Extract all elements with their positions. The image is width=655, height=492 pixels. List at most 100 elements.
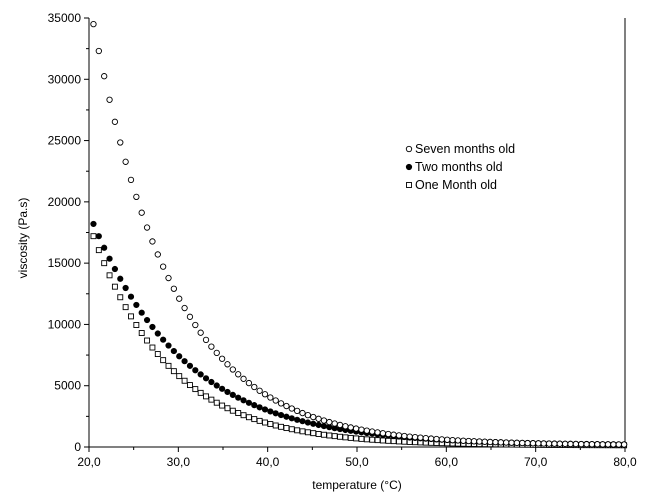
data-point (320, 431, 327, 438)
data-point (347, 434, 354, 441)
data-point (288, 405, 295, 412)
data-point (417, 434, 424, 441)
data-point (283, 425, 290, 432)
data-point (353, 435, 360, 442)
data-point (561, 440, 569, 448)
data-point (337, 433, 343, 440)
data-point (111, 265, 119, 273)
data-point (299, 409, 306, 417)
data-point (385, 437, 392, 444)
data-point (122, 304, 129, 311)
data-point (101, 73, 108, 80)
data-point (90, 233, 97, 240)
data-point (138, 209, 145, 216)
data-point (272, 397, 279, 404)
data-point (127, 293, 135, 300)
y-axis-label: viscosity (Pa.s) (16, 198, 30, 279)
data-point (503, 439, 510, 446)
data-point (369, 436, 376, 443)
legend-label: One Month old (415, 178, 497, 192)
data-point (101, 260, 108, 267)
data-point (513, 439, 521, 447)
data-point (154, 251, 161, 258)
data-point (433, 435, 440, 443)
data-point (567, 440, 574, 448)
data-point (117, 139, 124, 146)
data-point (486, 438, 494, 446)
data-point (395, 432, 403, 439)
data-point (294, 416, 301, 423)
data-point (154, 351, 161, 358)
data-point (240, 412, 247, 419)
series-3 (90, 233, 628, 449)
data-point (304, 411, 312, 419)
data-point (556, 440, 563, 447)
data-point (192, 386, 199, 393)
data-point (374, 429, 381, 436)
legend-marker (405, 145, 413, 153)
data-point (160, 336, 167, 343)
data-point (165, 362, 172, 369)
data-point (251, 402, 258, 409)
data-point (213, 382, 220, 389)
data-point (138, 330, 145, 336)
data-point (310, 413, 317, 421)
data-point (160, 357, 167, 364)
data-point (379, 437, 386, 444)
data-point (197, 329, 204, 336)
data-point (197, 371, 204, 378)
legend-marker (406, 182, 412, 188)
data-point (369, 428, 376, 435)
data-point (438, 436, 446, 443)
data-point (390, 431, 397, 438)
data-point (170, 368, 177, 375)
data-point (267, 421, 274, 428)
data-point (299, 418, 306, 425)
data-point (578, 440, 585, 448)
data-point (192, 321, 199, 329)
data-point (128, 313, 134, 320)
data-point (310, 430, 317, 437)
data-point (111, 283, 118, 290)
data-point (240, 375, 247, 382)
data-point (90, 220, 97, 228)
data-point (170, 347, 177, 355)
data-point (208, 378, 215, 386)
data-point (229, 366, 236, 373)
data-point (326, 432, 333, 439)
data-point (261, 391, 269, 398)
data-point (154, 330, 161, 337)
x-tick-label: 60,0 (435, 455, 459, 469)
data-point (261, 406, 269, 413)
data-point (122, 158, 129, 165)
data-point (203, 393, 209, 400)
data-point (288, 426, 295, 433)
data-point (224, 361, 231, 368)
legend-label: Two months old (415, 160, 503, 174)
data-point (176, 295, 183, 302)
data-point (235, 410, 242, 416)
y-tick-label: 15000 (48, 256, 82, 270)
data-point (181, 377, 188, 384)
data-point (224, 388, 231, 396)
data-point (288, 415, 295, 422)
data-point (588, 441, 596, 448)
data-point (149, 344, 156, 351)
data-point (529, 440, 537, 447)
x-tick-label: 30,0 (167, 455, 191, 469)
data-point (406, 433, 413, 440)
data-point (508, 439, 515, 446)
data-point (133, 193, 140, 200)
y-tick-label: 35000 (48, 11, 82, 25)
data-point (143, 224, 151, 231)
data-point (449, 436, 456, 444)
data-point (396, 438, 402, 445)
data-point (106, 272, 113, 279)
data-point (336, 421, 344, 429)
data-point (465, 437, 472, 445)
plot-area (90, 20, 628, 449)
legend-label: Seven months old (415, 142, 515, 156)
data-point (320, 417, 328, 424)
data-point (315, 431, 322, 437)
data-point (256, 417, 263, 424)
